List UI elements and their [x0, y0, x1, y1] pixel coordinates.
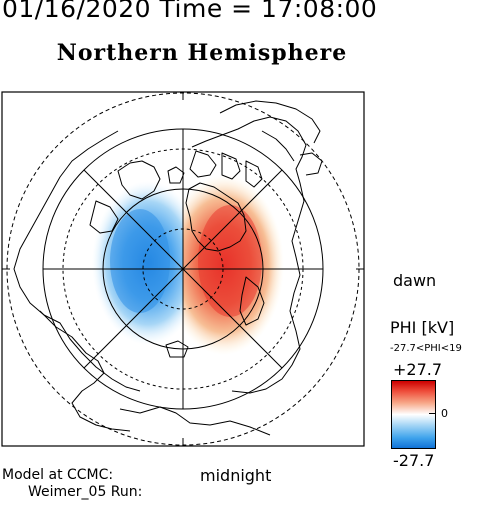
- arctic-islands: [167, 150, 263, 188]
- eurasia-coast: [13, 130, 161, 392]
- north-america-coast: [191, 116, 307, 394]
- negative-cell-core: [110, 209, 170, 313]
- colorbar-zero-label: 0: [441, 407, 448, 420]
- colorbar: [391, 380, 436, 449]
- greenland-coast: [185, 182, 247, 252]
- dawn-label: dawn: [393, 271, 437, 290]
- iceland-coast: [165, 340, 189, 358]
- hemisphere-title: Northern Hemisphere: [56, 40, 348, 66]
- colorbar-title: PHI [kV]: [390, 318, 455, 337]
- colorbar-range: -27.7<PHI<19: [390, 343, 462, 354]
- alaska-coast: [219, 100, 323, 176]
- europe-coast: [39, 310, 271, 436]
- hudson-bay-coast: [239, 276, 265, 326]
- potential-cells: [92, 175, 284, 355]
- colorbar-min-label: -27.7: [393, 451, 435, 470]
- timestamp: 01/16/2020 Time = 17:08:00: [2, 0, 378, 23]
- positive-cell-core: [198, 205, 262, 317]
- polar-map: [1, 91, 365, 447]
- midnight-label: midnight: [200, 466, 272, 485]
- meridian-diagonal-2: [83, 169, 283, 369]
- coastlines: [13, 100, 323, 436]
- model-label: Model at CCMC:: [2, 467, 114, 483]
- run-label: Weimer_05 Run:: [28, 484, 143, 500]
- colorbar-zero-tick: [429, 413, 435, 414]
- colorbar-max-label: +27.7: [393, 360, 443, 379]
- meridian-lines: [43, 129, 323, 409]
